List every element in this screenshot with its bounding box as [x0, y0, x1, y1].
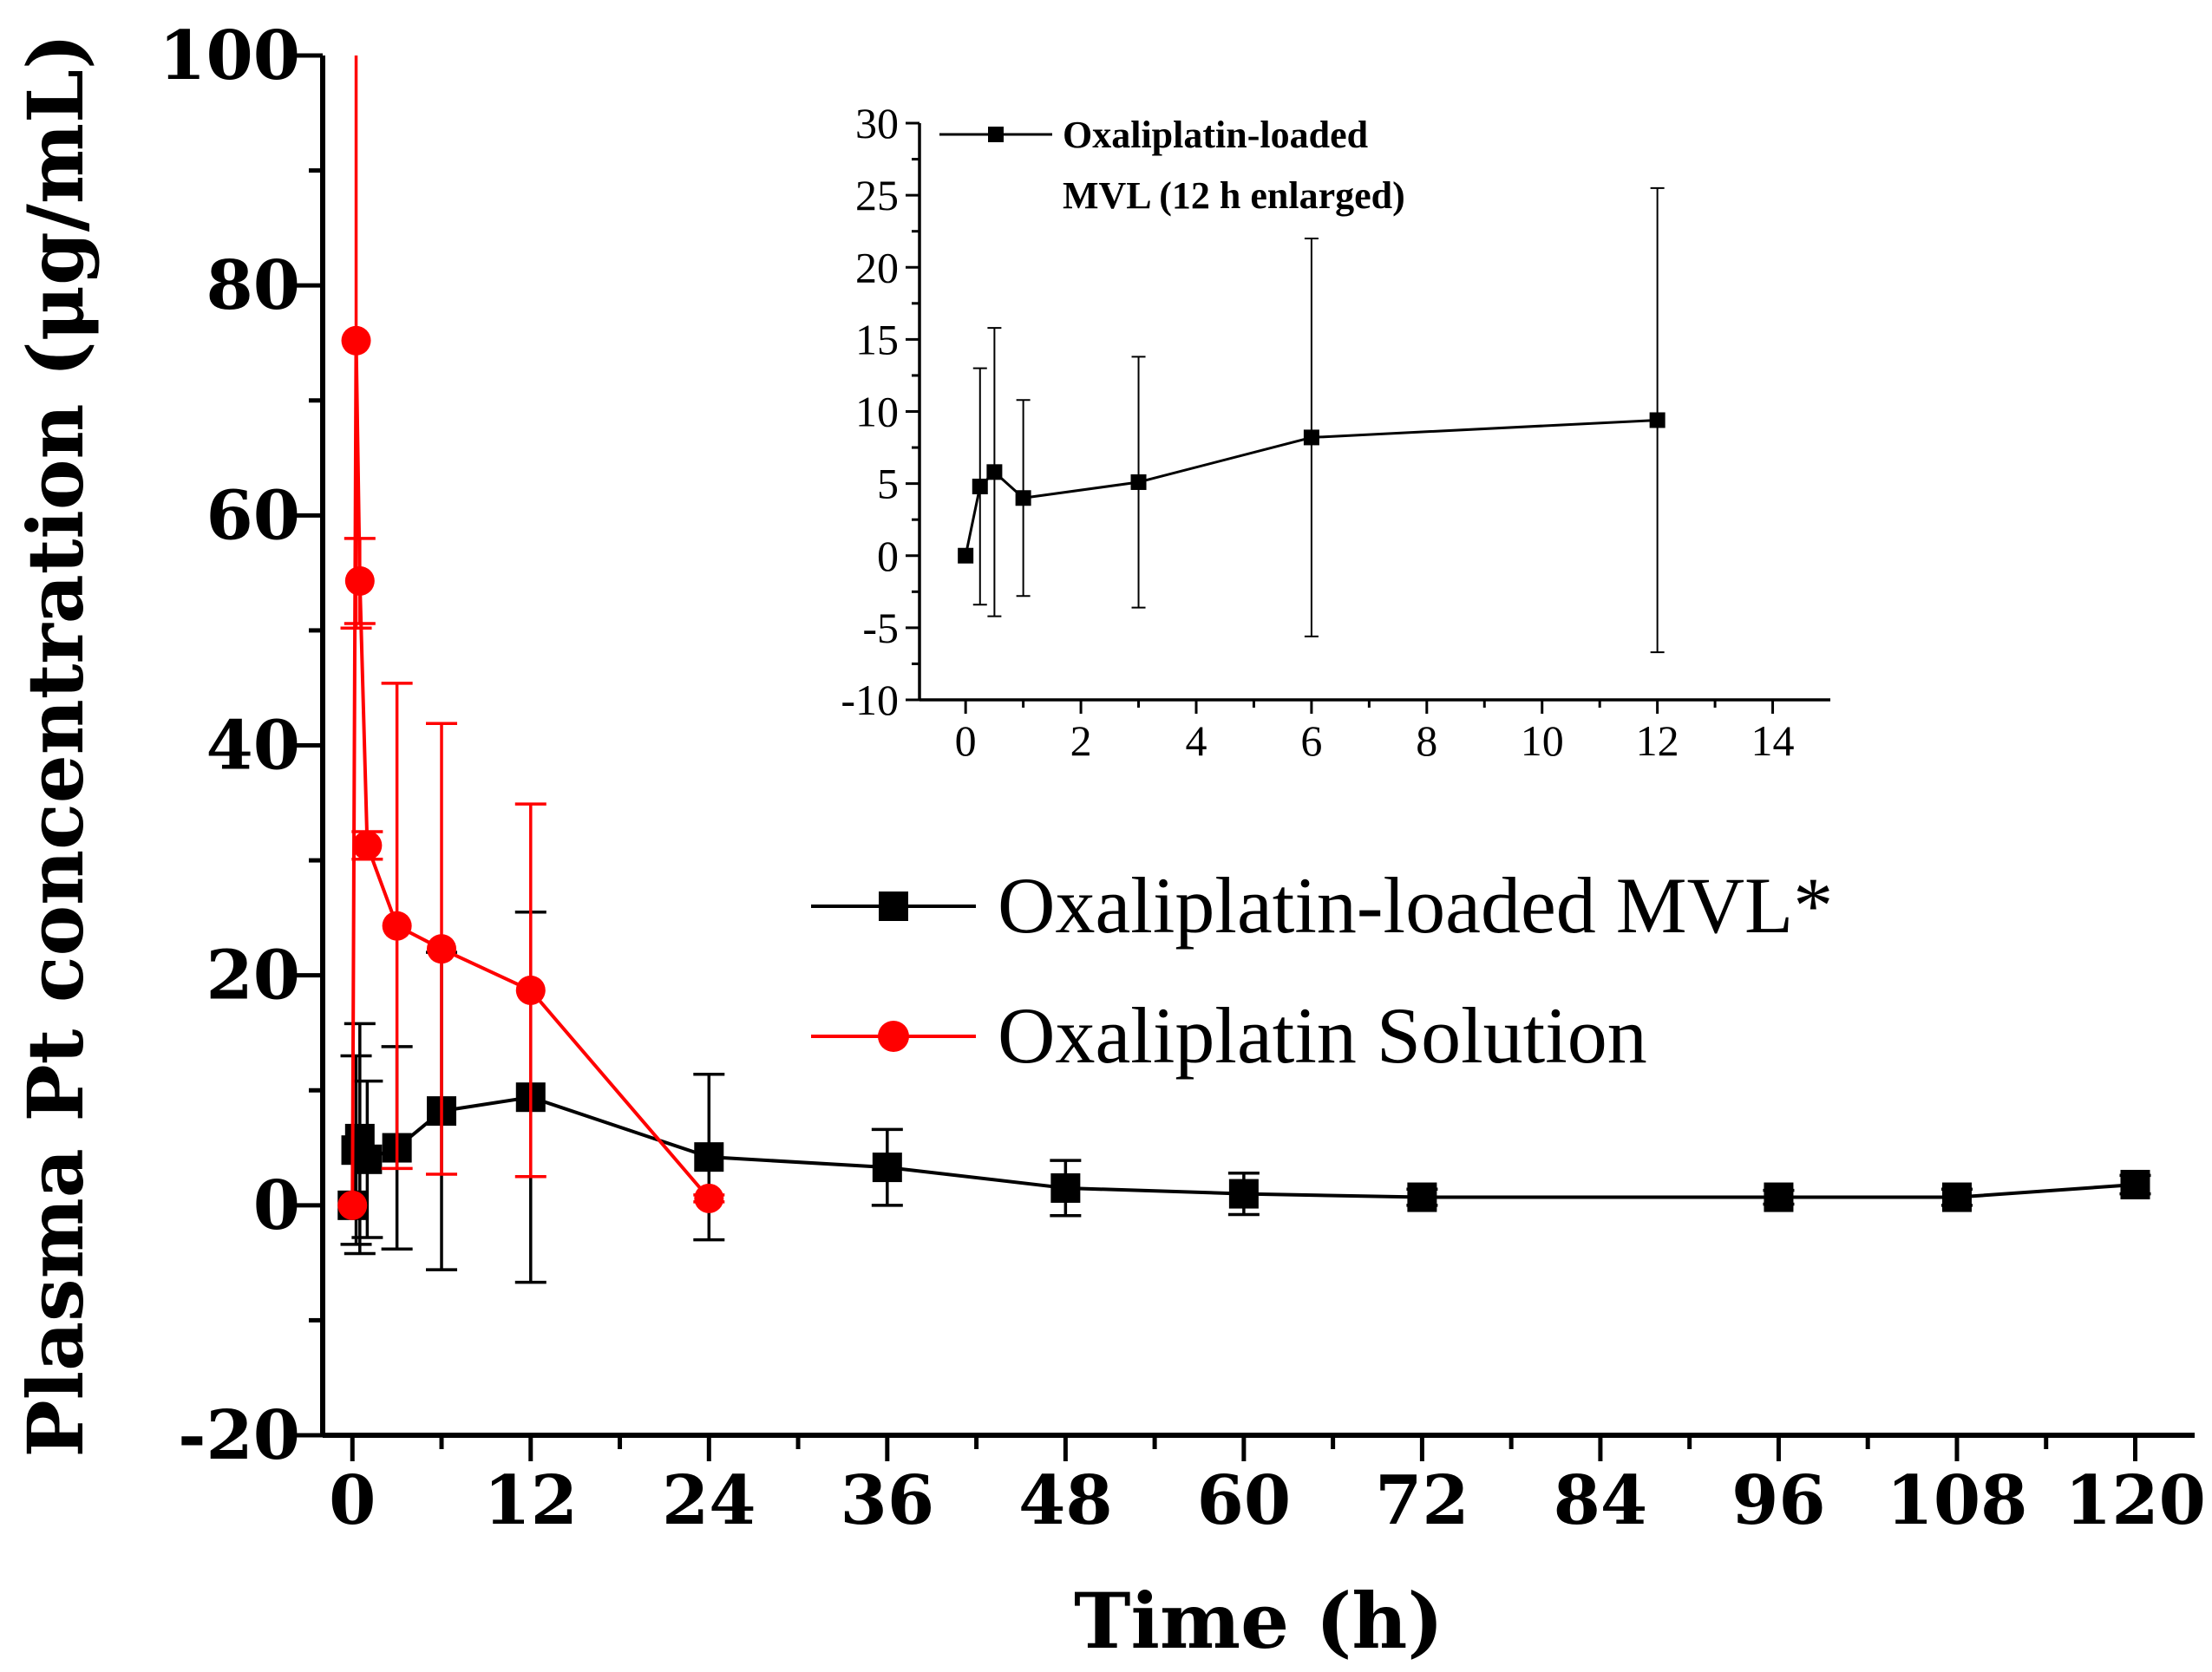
main-data-point [427, 934, 457, 964]
inset-legend: Oxaliplatin-loaded MVL (12 h enlarged) [939, 114, 1405, 217]
main-x-tick-label: 0 [329, 1461, 376, 1540]
inset-x-tick-label: 2 [1070, 716, 1092, 765]
main-legend: Oxaliplatin-loaded MVL* Oxaliplatin Solut… [811, 861, 1833, 1080]
inset-x-tick-label: 8 [1416, 716, 1437, 765]
main-data-point [382, 911, 412, 941]
inset-legend-label-line1: Oxaliplatin-loaded [1063, 114, 1368, 156]
main-x-tick-label: 24 [662, 1461, 756, 1540]
main-data-point [1764, 1182, 1794, 1212]
inset-data-point [958, 547, 974, 564]
main-data-point [872, 1153, 902, 1183]
legend-marker [879, 892, 908, 921]
inset-series-mvl [958, 186, 1666, 654]
main-x-tick-label: 120 [2065, 1461, 2206, 1540]
main-data-point [694, 1142, 724, 1172]
main-series-solution [337, 56, 725, 1220]
inset-data-point [1303, 429, 1319, 446]
main-x-tick-label: 36 [841, 1461, 935, 1540]
inset-y-tick-label: -10 [841, 676, 899, 724]
main-data-point [1941, 1182, 1972, 1212]
inset-data-point [1649, 412, 1666, 428]
inset-legend-label-line2: MVL (12 h enlarged) [1063, 174, 1405, 217]
main-x-tick-label: 96 [1731, 1461, 1826, 1540]
main-y-tick-label: 80 [206, 246, 300, 325]
inset-data-point [1015, 490, 1031, 506]
main-series-mvl [337, 910, 2151, 1284]
inset-y-tick-label: -5 [862, 604, 899, 652]
inset-x-tick-label: 14 [1751, 716, 1795, 765]
legend-label: Oxaliplatin Solution [998, 991, 1647, 1080]
legend-marker [878, 1021, 909, 1052]
inset-y-tick-label: 20 [855, 243, 899, 291]
legend-label: Oxaliplatin-loaded MVL* [998, 861, 1833, 950]
main-data-point [352, 1144, 383, 1174]
inset-y-tick-label: 0 [877, 532, 899, 580]
main-data-point [337, 1190, 368, 1220]
inset-y-tick-label: 30 [855, 99, 899, 147]
main-y-tick-label: -20 [178, 1396, 300, 1475]
main-y-tick-label: 60 [206, 476, 300, 555]
main-data-point [1050, 1172, 1081, 1203]
main-data-point [1228, 1179, 1259, 1209]
inset-y-tick-label: 5 [877, 460, 899, 508]
inset-x-tick-label: 0 [955, 716, 977, 765]
main-data-point [352, 830, 383, 860]
inset-x-tick-label: 6 [1300, 716, 1322, 765]
main-y-tick-label: 100 [159, 16, 300, 95]
main-x-tick-label: 48 [1018, 1461, 1113, 1540]
main-series-line [350, 338, 710, 1205]
inset-x-tick-label: 4 [1185, 716, 1207, 765]
main-y-tick-label: 40 [206, 707, 300, 786]
inset-x-tick-label: 12 [1636, 716, 1679, 765]
inset-x-tick-label: 10 [1521, 716, 1564, 765]
main-x-tick-label: 108 [1887, 1461, 2028, 1540]
main-x-tick-label: 84 [1554, 1461, 1648, 1540]
main-data-point [515, 975, 546, 1005]
main-x-axis-title: Time (h) [1074, 1576, 1443, 1666]
main-x-tick-label: 72 [1375, 1461, 1469, 1540]
main-data-point [2120, 1169, 2150, 1199]
main-data-point [694, 1183, 724, 1213]
legend-item-solution: Oxaliplatin Solution [811, 991, 1647, 1080]
inset-legend-marker [988, 127, 1004, 142]
inset-data-point [972, 478, 988, 494]
inset-y-tick-label: 10 [855, 388, 899, 436]
main-x-tick-label: 60 [1197, 1461, 1292, 1540]
inset-y-tick-label: 15 [855, 315, 899, 363]
main-y-tick-label: 0 [253, 1166, 300, 1245]
main-data-point [344, 565, 375, 596]
main-y-axis-title: Plasma Pt concentration (μg/mL) [10, 34, 101, 1458]
main-x-tick-label: 12 [484, 1461, 579, 1540]
legend-item-mvl: Oxaliplatin-loaded MVL* [811, 861, 1833, 950]
inset-data-point [1130, 474, 1147, 490]
inset-y-tick-label: 25 [855, 171, 899, 219]
main-data-point [1407, 1182, 1437, 1212]
inset-plot: -10 -5 0 5 10 15 20 25 30 0 2 4 6 8 10 12 14 Oxaliplatin-… [841, 99, 1830, 765]
inset-data-point [986, 464, 1003, 480]
main-data-point [341, 325, 371, 356]
main-y-tick-label: 20 [206, 937, 300, 1016]
